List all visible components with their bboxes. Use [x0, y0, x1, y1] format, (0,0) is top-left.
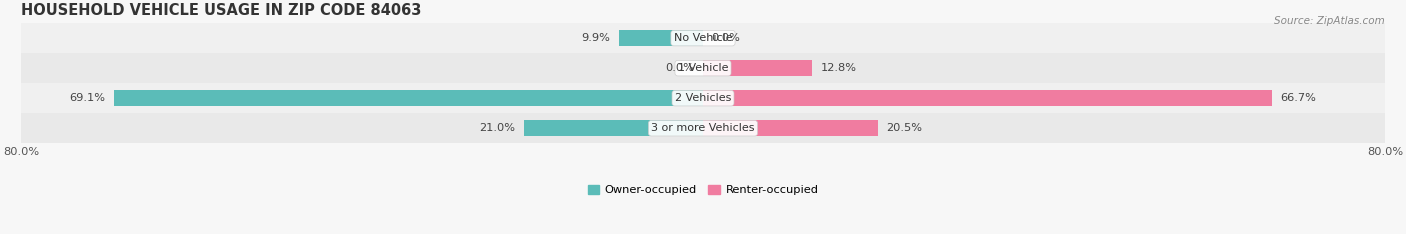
- Bar: [21, 23, 1385, 53]
- Bar: [21, 113, 1385, 143]
- Bar: [703, 90, 1272, 106]
- Legend: Owner-occupied, Renter-occupied: Owner-occupied, Renter-occupied: [583, 180, 823, 200]
- Bar: [21, 53, 1385, 83]
- Bar: [524, 121, 703, 136]
- Text: No Vehicle: No Vehicle: [673, 33, 733, 43]
- Bar: [703, 60, 813, 76]
- Bar: [703, 121, 877, 136]
- Text: 20.5%: 20.5%: [886, 123, 922, 133]
- Bar: [619, 30, 703, 46]
- Text: 0.0%: 0.0%: [711, 33, 741, 43]
- Text: 2 Vehicles: 2 Vehicles: [675, 93, 731, 103]
- Text: 66.7%: 66.7%: [1281, 93, 1316, 103]
- Text: HOUSEHOLD VEHICLE USAGE IN ZIP CODE 84063: HOUSEHOLD VEHICLE USAGE IN ZIP CODE 8406…: [21, 3, 422, 18]
- Bar: [21, 83, 1385, 113]
- Text: 21.0%: 21.0%: [479, 123, 516, 133]
- Text: 69.1%: 69.1%: [69, 93, 105, 103]
- Bar: [114, 90, 703, 106]
- Text: Source: ZipAtlas.com: Source: ZipAtlas.com: [1274, 16, 1385, 26]
- Text: 0.0%: 0.0%: [665, 63, 695, 73]
- Text: 1 Vehicle: 1 Vehicle: [678, 63, 728, 73]
- Text: 9.9%: 9.9%: [581, 33, 610, 43]
- Text: 3 or more Vehicles: 3 or more Vehicles: [651, 123, 755, 133]
- Text: 12.8%: 12.8%: [821, 63, 856, 73]
